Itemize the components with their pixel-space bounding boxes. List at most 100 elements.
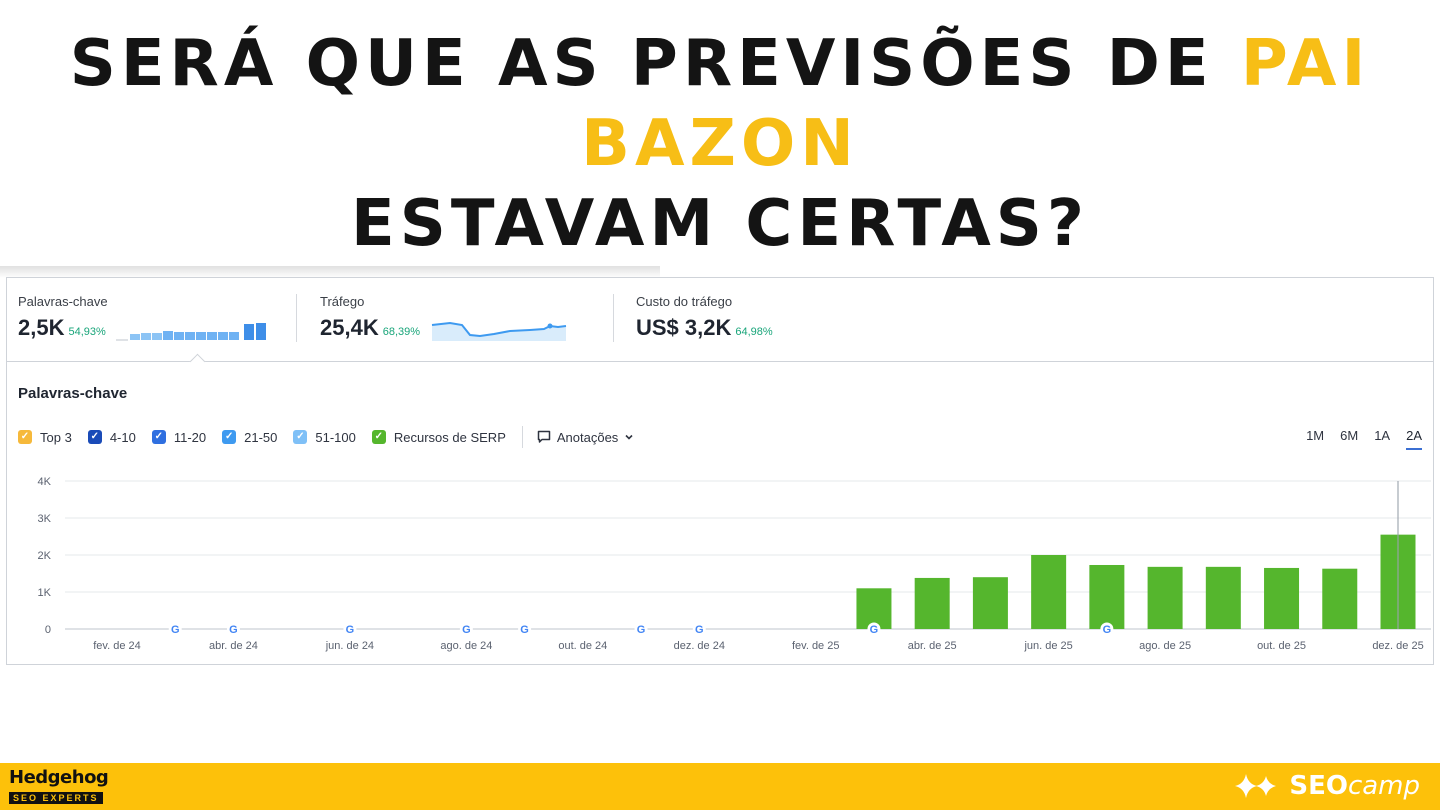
- metric-traffic[interactable]: Tráfego 25,4K 68,39%: [320, 294, 570, 341]
- metric-value: 25,4K: [320, 315, 379, 340]
- google-update-marker: [226, 622, 240, 636]
- annotations-dropdown[interactable]: Anotações: [537, 430, 634, 445]
- google-icon: G: [462, 624, 471, 636]
- bar: [1031, 555, 1067, 629]
- sparkle-icon: [1235, 774, 1277, 798]
- keywords-sparkline: [115, 323, 266, 341]
- legend-21-50[interactable]: ✓ 21-50: [222, 430, 277, 445]
- headline: SERÁ QUE AS PREVISÕES DE PAI BAZON ESTAV…: [0, 24, 1440, 264]
- google-update-marker: [867, 622, 881, 636]
- google-update-marker: [692, 622, 706, 636]
- metric-change: 64,98%: [735, 326, 773, 338]
- section-title: Palavras-chave: [18, 385, 128, 402]
- period-2a[interactable]: 2A: [1406, 428, 1422, 450]
- brand-name: Hedgehog: [9, 767, 109, 788]
- metric-divider: [296, 294, 297, 342]
- tab-shadow: [0, 266, 660, 278]
- metric-value: 2,5K: [18, 315, 65, 340]
- legend-label: 4-10: [109, 429, 136, 445]
- period-1a[interactable]: 1A: [1374, 428, 1391, 443]
- x-tick-label: fev. de 25: [792, 640, 840, 652]
- legend-label: Recursos de SERP: [393, 429, 506, 445]
- period-1m[interactable]: 1M: [1306, 428, 1325, 443]
- comment-icon: [537, 430, 551, 443]
- period-6m[interactable]: 6M: [1340, 428, 1359, 443]
- legend-4-10[interactable]: ✓ 4-10: [87, 429, 136, 445]
- google-icon: G: [229, 624, 238, 636]
- google-update-marker: [634, 622, 648, 636]
- headline-text: SERÁ QUE AS PREVISÕES DE: [69, 27, 1241, 101]
- x-tick-label: ago. de 25: [1139, 640, 1191, 652]
- legend-divider: [521, 426, 523, 448]
- legend-label: 21-50: [244, 429, 278, 445]
- google-update-marker: [168, 622, 182, 636]
- period-selector: 1M 6M 1A 2A: [1306, 428, 1422, 450]
- checkbox-icon: ✓: [87, 430, 102, 444]
- bar: [972, 577, 1008, 629]
- annotations-label: Anotações: [556, 429, 619, 445]
- checkbox-icon: ✓: [18, 430, 32, 444]
- x-tick-label: jun. de 25: [1023, 640, 1072, 652]
- google-icon: G: [695, 624, 704, 636]
- y-tick-label: 2K: [38, 550, 52, 562]
- google-update-marker: [1100, 622, 1114, 636]
- metric-value: US$ 3,2K: [636, 315, 732, 340]
- x-tick-label: fev. de 24: [93, 640, 141, 652]
- headline-line-2: ESTAVAM CERTAS?: [351, 187, 1089, 261]
- legend-label: 11-20: [173, 429, 207, 445]
- metric-change: 68,39%: [382, 326, 421, 338]
- bar: [1322, 568, 1358, 629]
- google-update-marker: [459, 622, 473, 636]
- bar: [914, 577, 950, 629]
- chart-legend: ✓ Top 3 ✓ 4-10 ✓ 11-20 ✓ 21-50 ✓ 51-100 …: [18, 426, 634, 448]
- metric-divider: [613, 294, 614, 342]
- x-tick-label: dez. de 24: [674, 640, 725, 652]
- google-icon: G: [637, 624, 646, 636]
- legend-serp-features[interactable]: ✓ Recursos de SERP: [371, 429, 506, 445]
- legend-top3[interactable]: ✓ Top 3: [18, 430, 72, 445]
- google-icon: G: [171, 624, 180, 636]
- metric-keywords[interactable]: Palavras-chave 2,5K 54,93%: [18, 294, 268, 341]
- seocamp-logo: SEO camp: [1233, 771, 1420, 801]
- headline-highlight: PAI BAZON: [581, 27, 1371, 181]
- checkbox-icon: ✓: [151, 430, 166, 444]
- brand-tagline: SEO EXPERTS: [9, 792, 103, 804]
- legend-11-20[interactable]: ✓ 11-20: [151, 429, 207, 445]
- metric-traffic-cost[interactable]: Custo do tráfego US$ 3,2K 64,98%: [636, 294, 779, 341]
- legend-label: Top 3: [40, 429, 72, 445]
- bar: [1089, 564, 1125, 629]
- x-tick-label: abr. de 24: [209, 640, 258, 652]
- legend-51-100[interactable]: ✓ 51-100: [293, 429, 356, 445]
- partner-camp: camp: [1347, 771, 1420, 801]
- chevron-down-icon: [625, 434, 633, 440]
- bar: [1264, 567, 1300, 629]
- traffic-sparkline: [431, 321, 567, 341]
- hedgehog-logo: Hedgehog SEO EXPERTS: [9, 767, 109, 806]
- checkbox-icon: ✓: [222, 430, 237, 444]
- x-tick-label: jun. de 24: [325, 640, 374, 652]
- metric-label: Tráfego: [320, 294, 365, 309]
- metric-label: Custo do tráfego: [636, 294, 733, 309]
- y-tick-label: 0: [45, 624, 51, 636]
- google-update-marker: [343, 622, 357, 636]
- footer-bar: Hedgehog SEO EXPERTS SEO camp: [0, 763, 1440, 810]
- google-icon: G: [520, 624, 529, 636]
- metric-label: Palavras-chave: [18, 294, 108, 309]
- legend-label: 51-100: [315, 429, 356, 445]
- google-icon: G: [1103, 624, 1112, 636]
- bar: [856, 588, 892, 629]
- y-tick-label: 3K: [38, 513, 52, 525]
- y-tick-label: 1K: [38, 587, 52, 599]
- bar: [1205, 566, 1241, 629]
- x-tick-label: out. de 25: [1257, 640, 1306, 652]
- checkbox-icon: ✓: [371, 430, 386, 444]
- google-icon: G: [870, 624, 879, 636]
- metrics-bar: Palavras-chave 2,5K 54,93%: [7, 278, 1433, 362]
- google-icon: G: [346, 624, 355, 636]
- x-tick-label: dez. de 25: [1372, 640, 1423, 652]
- bar: [1147, 566, 1183, 629]
- x-tick-label: out. de 24: [558, 640, 607, 652]
- google-update-marker: [518, 622, 532, 636]
- analytics-card: Palavras-chave 2,5K 54,93%: [6, 277, 1434, 665]
